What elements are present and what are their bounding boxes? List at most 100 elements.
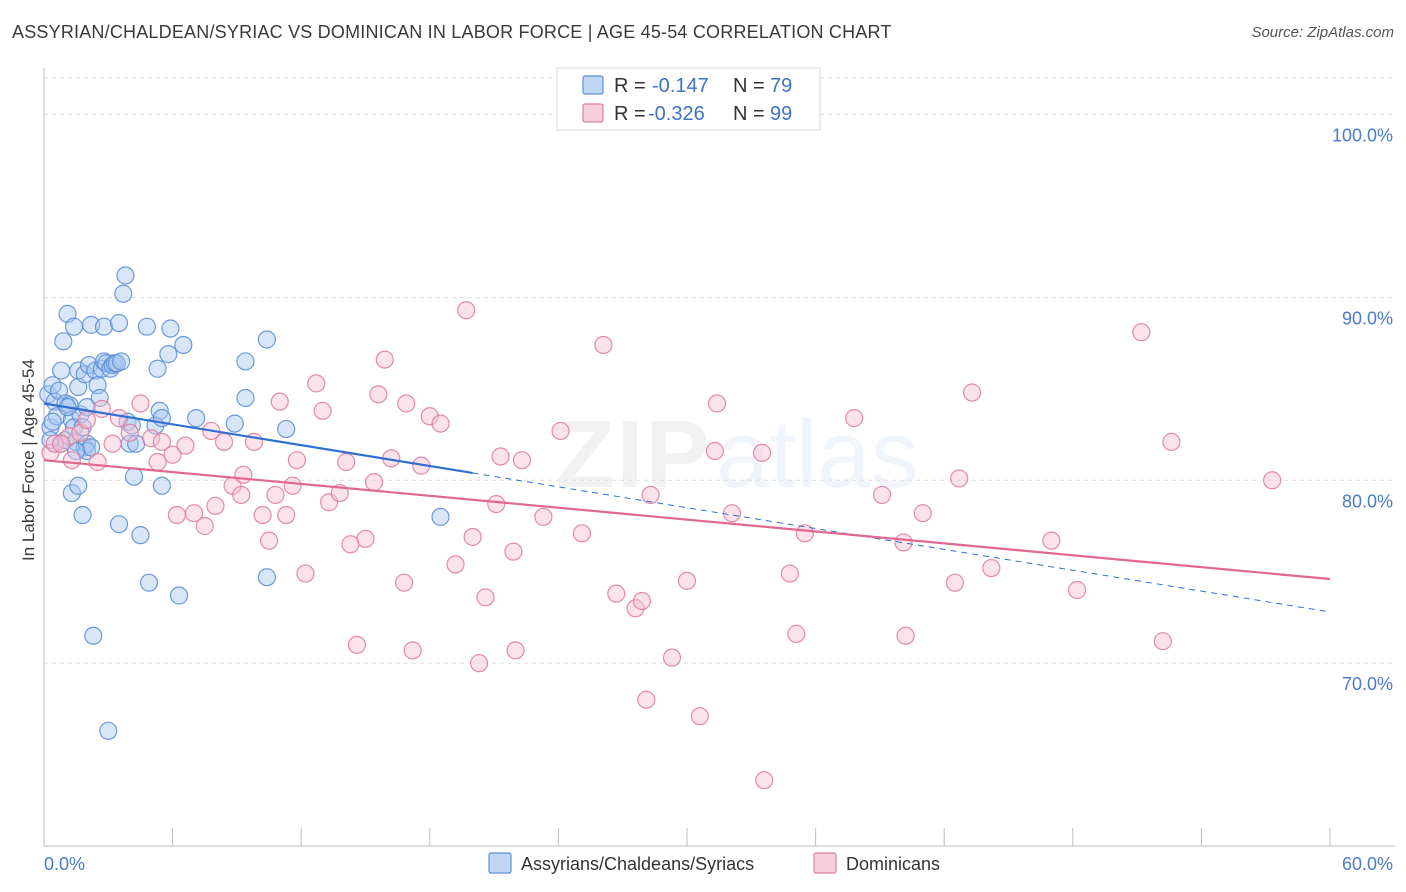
dominican-point (375, 350, 394, 369)
dominican-point (607, 584, 626, 603)
svg-text:atlas: atlas (716, 401, 919, 508)
assyrian-point (62, 483, 81, 503)
dominican-point (214, 432, 234, 451)
y-tick-label: 100.0% (1332, 126, 1393, 146)
dominican-point (206, 496, 225, 515)
dominican-point (364, 473, 384, 492)
dominican-point (347, 635, 367, 654)
dominican-point (148, 452, 167, 472)
assyrian-point (114, 284, 133, 303)
dominican-point (506, 641, 525, 660)
assyrian-point (174, 335, 193, 355)
dominican-point (551, 421, 570, 441)
dominican-point (277, 505, 296, 525)
dominican-point (780, 564, 799, 583)
assyrian-point (69, 476, 88, 495)
dominican-point (270, 392, 289, 411)
dominican-point (195, 516, 214, 536)
dominican-point (491, 447, 510, 466)
assyrian-point (139, 573, 159, 592)
dominican-point (253, 505, 272, 525)
dominican-point (1263, 471, 1282, 490)
dominican-point (982, 558, 1001, 578)
watermark: ZIP atlas (556, 401, 919, 508)
dominican-point (234, 465, 253, 484)
dominican-point (913, 504, 932, 523)
dominican-point (707, 394, 727, 413)
assyrian-point (52, 361, 71, 380)
dominican-point (142, 429, 161, 448)
dominican-point (163, 445, 182, 464)
dominican-point (109, 409, 129, 428)
dominican-point (1132, 323, 1151, 342)
assyrian-point (257, 330, 277, 349)
axes (43, 68, 1395, 847)
legend-key-assyrians (488, 852, 512, 874)
assyrian-point (90, 388, 109, 408)
dominican-point (369, 385, 388, 404)
dominican-point (431, 414, 450, 433)
legend-n-value-dominicans: 99 (770, 103, 792, 125)
scatter-points (39, 266, 1282, 790)
chart-source: Source: ZipAtlas.com (1251, 24, 1394, 41)
svg-text:ZIP: ZIP (556, 401, 711, 508)
dominican-point (457, 301, 476, 320)
assyrian-point (159, 345, 178, 364)
dominican-point (469, 654, 489, 673)
y-tick-label: 90.0% (1342, 308, 1393, 328)
assyrian-point (431, 507, 450, 526)
assyrian-point (94, 317, 114, 336)
dominican-point (950, 469, 969, 488)
dominican-point (259, 531, 279, 550)
dominican-point (641, 485, 660, 505)
dominican-point (120, 423, 139, 442)
dominican-point (420, 407, 439, 426)
dominican-point (637, 690, 656, 709)
dominican-point (167, 505, 186, 525)
dominican-point (787, 624, 806, 643)
dominican-point (296, 564, 315, 583)
dominican-point (872, 485, 892, 505)
assyrian-point (225, 414, 244, 433)
dominican-point (534, 507, 553, 526)
assyrian-point (148, 359, 167, 378)
dominican-point (632, 591, 652, 611)
dominican-point (752, 443, 772, 462)
legend-r-value-assyrians: -0.147 (652, 75, 709, 97)
dominican-point (287, 451, 307, 470)
assyrian-point (152, 476, 171, 495)
dominican-point (397, 394, 416, 413)
dominican-point (1042, 531, 1061, 550)
legend-n-label: N = (733, 103, 765, 125)
dominican-point (337, 452, 356, 472)
dominican-point (476, 588, 495, 607)
assyrian-point (112, 352, 131, 371)
dominican-point (1162, 432, 1181, 451)
assyrian-trend-extension (472, 472, 1331, 613)
assyrian-point (109, 313, 129, 333)
legend-n-label: N = (733, 75, 765, 97)
legend-label-dominicans: Dominicans (846, 854, 940, 874)
y-axis-label: In Labor Force | Age 45-54 (19, 359, 38, 561)
dominican-point (403, 641, 422, 660)
dominican-point (487, 494, 506, 514)
dominican-point (845, 409, 864, 428)
dominican-point (945, 573, 965, 592)
dominican-point (103, 434, 122, 453)
dominican-point (894, 533, 913, 552)
dominican-point (232, 485, 251, 505)
legend-swatch-assyrians (582, 75, 604, 95)
assyrian-point (169, 586, 189, 605)
gridlines (44, 77, 1395, 664)
x-tick-label-right: 60.0% (1342, 854, 1393, 874)
assyrian-point (39, 385, 58, 404)
assyrian-point (161, 319, 180, 338)
assyrian-point (257, 568, 277, 587)
assyrian-point (236, 388, 255, 408)
dominican-point (962, 383, 982, 402)
assyrian-point (64, 317, 84, 336)
dominican-point (662, 648, 682, 667)
legend-label-assyrians: Assyrians/Chaldeans/Syriacs (521, 854, 754, 874)
dominican-point (705, 441, 724, 461)
y-tick-label: 70.0% (1342, 674, 1393, 694)
